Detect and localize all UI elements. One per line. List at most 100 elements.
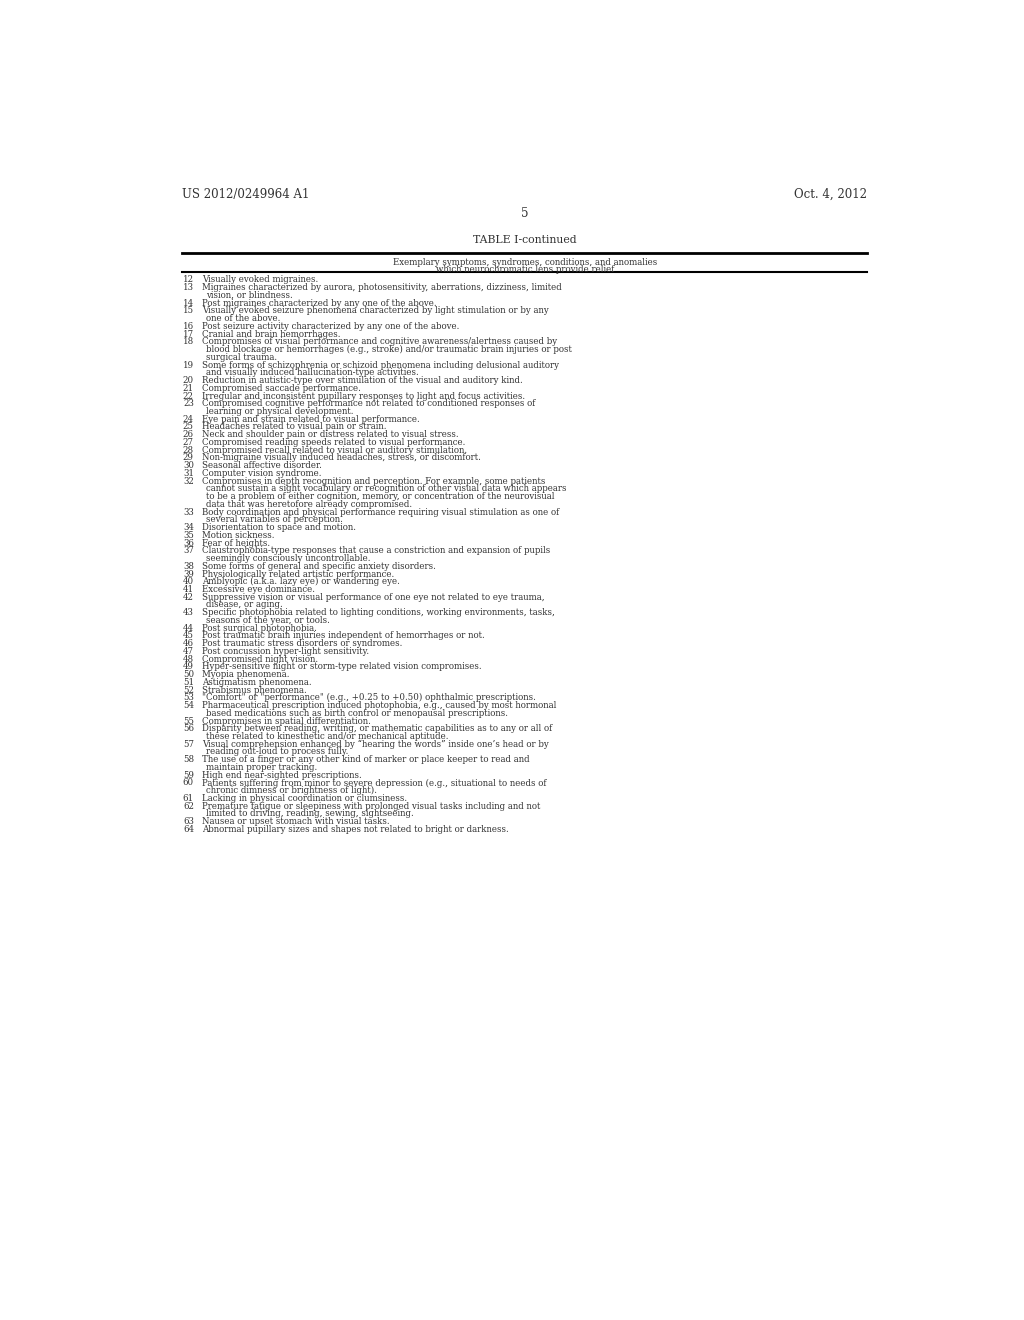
Text: 16: 16 (182, 322, 194, 331)
Text: Disorientation to space and motion.: Disorientation to space and motion. (203, 523, 356, 532)
Text: 62: 62 (183, 801, 194, 810)
Text: Eye pain and strain related to visual performance.: Eye pain and strain related to visual pe… (203, 414, 420, 424)
Text: Compromises of visual performance and cognitive awareness/alertness caused by: Compromises of visual performance and co… (203, 338, 557, 346)
Text: Body coordination and physical performance requiring visual stimulation as one o: Body coordination and physical performan… (203, 508, 560, 516)
Text: 61: 61 (182, 793, 194, 803)
Text: 53: 53 (183, 693, 194, 702)
Text: reading out-loud to process fully.: reading out-loud to process fully. (206, 747, 348, 756)
Text: US 2012/0249964 A1: US 2012/0249964 A1 (182, 187, 309, 201)
Text: Computer vision syndrome.: Computer vision syndrome. (203, 469, 322, 478)
Text: Oct. 4, 2012: Oct. 4, 2012 (795, 187, 867, 201)
Text: 24: 24 (183, 414, 194, 424)
Text: 41: 41 (182, 585, 194, 594)
Text: Headaches related to visual pain or strain.: Headaches related to visual pain or stra… (203, 422, 387, 432)
Text: based medications such as birth control or menopausal prescriptions.: based medications such as birth control … (206, 709, 508, 718)
Text: Lacking in physical coordination or clumsiness.: Lacking in physical coordination or clum… (203, 793, 408, 803)
Text: chronic dimness or brightness of light).: chronic dimness or brightness of light). (206, 787, 377, 796)
Text: 31: 31 (183, 469, 194, 478)
Text: TABLE I-continued: TABLE I-continued (473, 235, 577, 246)
Text: Strabismus phenomena.: Strabismus phenomena. (203, 685, 307, 694)
Text: 33: 33 (183, 508, 194, 516)
Text: 21: 21 (182, 384, 194, 393)
Text: Patients suffering from minor to severe depression (e.g., situational to needs o: Patients suffering from minor to severe … (203, 779, 547, 788)
Text: 25: 25 (183, 422, 194, 432)
Text: Nausea or upset stomach with visual tasks.: Nausea or upset stomach with visual task… (203, 817, 390, 826)
Text: 40: 40 (182, 577, 194, 586)
Text: cannot sustain a sight vocabulary or recognition of other visual data which appe: cannot sustain a sight vocabulary or rec… (206, 484, 566, 494)
Text: Fear of heights.: Fear of heights. (203, 539, 270, 548)
Text: 29: 29 (183, 454, 194, 462)
Text: Post traumatic stress disorders or syndromes.: Post traumatic stress disorders or syndr… (203, 639, 402, 648)
Text: Compromises in spatial differentiation.: Compromises in spatial differentiation. (203, 717, 372, 726)
Text: Post migraines characterized by any one of the above.: Post migraines characterized by any one … (203, 298, 437, 308)
Text: Irregular and inconsistent pupillary responses to light and focus activities.: Irregular and inconsistent pupillary res… (203, 392, 525, 400)
Text: 52: 52 (183, 685, 194, 694)
Text: Compromised reading speeds related to visual performance.: Compromised reading speeds related to vi… (203, 438, 466, 447)
Text: Some forms of schizophrenia or schizoid phenomena including delusional auditory: Some forms of schizophrenia or schizoid … (203, 360, 559, 370)
Text: Seasonal affective disorder.: Seasonal affective disorder. (203, 461, 323, 470)
Text: 42: 42 (183, 593, 194, 602)
Text: 43: 43 (183, 609, 194, 618)
Text: surgical trauma.: surgical trauma. (206, 352, 278, 362)
Text: 44: 44 (183, 623, 194, 632)
Text: Exemplary symptoms, syndromes, conditions, and anomalies: Exemplary symptoms, syndromes, condition… (392, 257, 657, 267)
Text: 35: 35 (183, 531, 194, 540)
Text: 50: 50 (182, 671, 194, 678)
Text: Post seizure activity characterized by any one of the above.: Post seizure activity characterized by a… (203, 322, 460, 331)
Text: Visually evoked migraines.: Visually evoked migraines. (203, 276, 318, 284)
Text: 19: 19 (182, 360, 194, 370)
Text: Compromised cognitive performance not related to conditioned responses of: Compromised cognitive performance not re… (203, 399, 536, 408)
Text: learning or physical development.: learning or physical development. (206, 407, 353, 416)
Text: maintain proper tracking.: maintain proper tracking. (206, 763, 317, 772)
Text: Hyper-sensitive night or storm-type related vision compromises.: Hyper-sensitive night or storm-type rela… (203, 663, 482, 672)
Text: data that was heretofore already compromised.: data that was heretofore already comprom… (206, 500, 413, 508)
Text: 13: 13 (183, 284, 194, 292)
Text: Post surgical photophobia.: Post surgical photophobia. (203, 623, 317, 632)
Text: 60: 60 (182, 779, 194, 788)
Text: "Comfort" or "performance" (e.g., +0.25 to +0.50) ophthalmic prescriptions.: "Comfort" or "performance" (e.g., +0.25 … (203, 693, 537, 702)
Text: Disparity between reading, writing, or mathematic capabilities as to any or all : Disparity between reading, writing, or m… (203, 725, 553, 734)
Text: Astigmatism phenomena.: Astigmatism phenomena. (203, 678, 312, 686)
Text: 55: 55 (183, 717, 194, 726)
Text: Migraines characterized by aurora, photosensitivity, aberrations, dizziness, lim: Migraines characterized by aurora, photo… (203, 284, 562, 292)
Text: Specific photophobia related to lighting conditions, working environments, tasks: Specific photophobia related to lighting… (203, 609, 555, 618)
Text: 12: 12 (182, 276, 194, 284)
Text: Compromises in depth recognition and perception. For example, some patients: Compromises in depth recognition and per… (203, 477, 546, 486)
Text: Excessive eye dominance.: Excessive eye dominance. (203, 585, 315, 594)
Text: one of the above.: one of the above. (206, 314, 281, 323)
Text: 15: 15 (182, 306, 194, 315)
Text: which neurochromatic lens provide relief: which neurochromatic lens provide relief (435, 265, 614, 275)
Text: 46: 46 (183, 639, 194, 648)
Text: 32: 32 (183, 477, 194, 486)
Text: High end near-sighted prescriptions.: High end near-sighted prescriptions. (203, 771, 362, 780)
Text: 49: 49 (183, 663, 194, 672)
Text: 54: 54 (183, 701, 194, 710)
Text: 39: 39 (183, 569, 194, 578)
Text: Pharmaceutical prescription induced photophobia, e.g., caused by most hormonal: Pharmaceutical prescription induced phot… (203, 701, 557, 710)
Text: and visually induced hallucination-type activities.: and visually induced hallucination-type … (206, 368, 419, 378)
Text: 26: 26 (183, 430, 194, 440)
Text: Post traumatic brain injuries independent of hemorrhages or not.: Post traumatic brain injuries independen… (203, 631, 485, 640)
Text: Abnormal pupillary sizes and shapes not related to bright or darkness.: Abnormal pupillary sizes and shapes not … (203, 825, 509, 834)
Text: 18: 18 (182, 338, 194, 346)
Text: to be a problem of either cognition, memory, or concentration of the neurovisual: to be a problem of either cognition, mem… (206, 492, 555, 502)
Text: 56: 56 (183, 725, 194, 734)
Text: 36: 36 (183, 539, 194, 548)
Text: Motion sickness.: Motion sickness. (203, 531, 274, 540)
Text: 64: 64 (183, 825, 194, 834)
Text: 45: 45 (183, 631, 194, 640)
Text: Compromised saccade performance.: Compromised saccade performance. (203, 384, 361, 393)
Text: seemingly consciously uncontrollable.: seemingly consciously uncontrollable. (206, 554, 371, 564)
Text: blood blockage or hemorrhages (e.g., stroke) and/or traumatic brain injuries or : blood blockage or hemorrhages (e.g., str… (206, 345, 572, 354)
Text: 14: 14 (182, 298, 194, 308)
Text: Compromised night vision.: Compromised night vision. (203, 655, 318, 664)
Text: 58: 58 (182, 755, 194, 764)
Text: Myopia phenomena.: Myopia phenomena. (203, 671, 290, 678)
Text: these related to kinesthetic and/or mechanical aptitude.: these related to kinesthetic and/or mech… (206, 733, 449, 741)
Text: limited to driving, reading, sewing, sightseeing.: limited to driving, reading, sewing, sig… (206, 809, 414, 818)
Text: 23: 23 (183, 399, 194, 408)
Text: Reduction in autistic-type over stimulation of the visual and auditory kind.: Reduction in autistic-type over stimulat… (203, 376, 523, 385)
Text: 20: 20 (182, 376, 194, 385)
Text: 47: 47 (183, 647, 194, 656)
Text: 48: 48 (182, 655, 194, 664)
